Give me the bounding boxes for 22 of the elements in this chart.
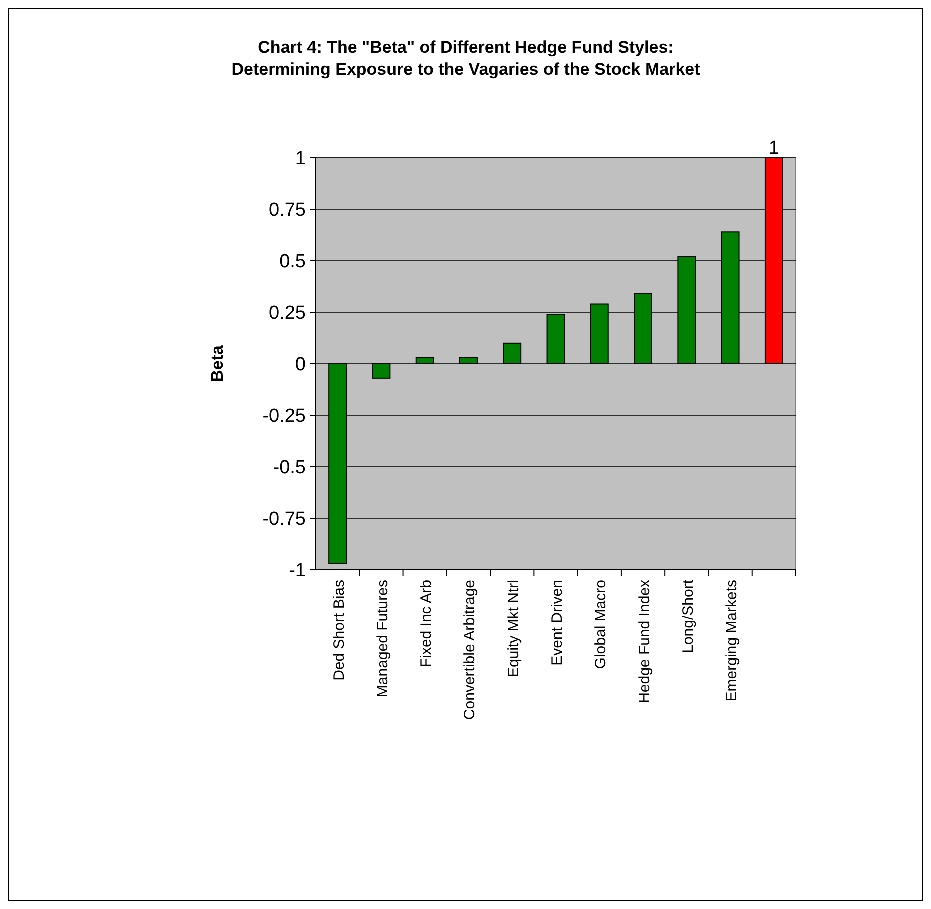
chart-title: Chart 4: The "Beta" of Different Hedge Fund Styles: Determining Exposure to the Vagaries of the Stock Market: [232, 38, 701, 79]
y-tick-label: 0: [295, 354, 306, 376]
y-tick-label: -1: [289, 560, 306, 582]
data-label: 1: [768, 138, 780, 159]
y-tick-label: -0.75: [262, 509, 306, 530]
x-tick-label: Convertible Arbitrage: [462, 580, 479, 720]
y-axis-title: Beta: [208, 345, 227, 382]
x-tick-label: Emerging Markets: [724, 580, 741, 702]
x-tick-label: Managed Futures: [374, 580, 392, 698]
y-tick-label: 1: [295, 148, 306, 170]
y-tick-label: 0.75: [269, 200, 306, 222]
x-tick-label: Global Macro: [592, 580, 610, 670]
y-tick-label: 0.25: [269, 303, 306, 324]
x-tick-label: Event Driven: [549, 580, 566, 666]
x-tick-label: Hedge Fund Index: [636, 580, 654, 704]
y-tick-label: -0.25: [262, 406, 306, 428]
x-tick-label: Fixed Inc Arb: [418, 580, 436, 668]
y-tick-label: 0.5: [280, 252, 306, 273]
x-tick-label: Ded Short Bias: [330, 580, 348, 681]
y-tick-label: -0.5: [273, 458, 306, 479]
x-tick-label: Equity Mkt Ntrl: [505, 580, 522, 678]
x-tick-label: Long/Short: [680, 579, 697, 654]
